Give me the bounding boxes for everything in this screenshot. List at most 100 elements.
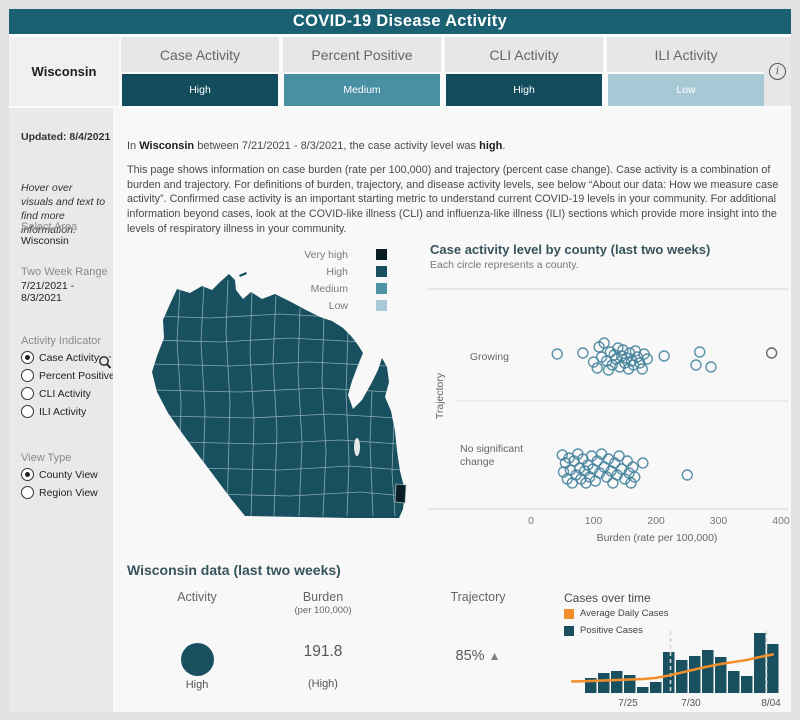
svg-text:0: 0 — [528, 515, 534, 527]
activity-value: High — [185, 679, 209, 691]
county-point[interactable] — [629, 471, 641, 483]
county-point[interactable] — [641, 353, 653, 365]
county-point[interactable] — [705, 361, 717, 373]
wisconsin-county-map[interactable] — [150, 272, 408, 520]
activity-indicator-option[interactable]: ILI Activity — [21, 405, 115, 418]
county-point[interactable] — [602, 453, 615, 465]
scatter-subtitle: Each circle represents a county. — [430, 259, 579, 271]
svg-text:7/30: 7/30 — [681, 698, 701, 709]
daily-cases-bar[interactable] — [676, 660, 688, 693]
county-point[interactable] — [591, 362, 603, 374]
status-badge: High — [446, 74, 602, 106]
county-point[interactable] — [577, 347, 589, 359]
county-point[interactable] — [587, 356, 600, 368]
tab-ili-activity[interactable]: ILI Activity Low — [607, 37, 765, 106]
burden-column: Burden (per 100,000) 191.8 (High) — [263, 590, 383, 690]
teal-swatch — [564, 625, 574, 636]
view-type-option[interactable]: County View — [21, 468, 98, 481]
county-point[interactable] — [658, 350, 670, 362]
county-point[interactable] — [636, 363, 648, 375]
radio-selected-icon[interactable] — [21, 468, 34, 481]
daily-cases-bar[interactable] — [585, 678, 597, 693]
activity-indicator-option[interactable]: CLI Activity — [21, 387, 115, 400]
daily-cases-bar[interactable] — [624, 675, 636, 693]
status-badge: Medium — [284, 74, 440, 106]
activity-indicator-option[interactable]: Percent Positive — [21, 369, 115, 382]
county-point[interactable] — [637, 457, 649, 469]
state-shape — [152, 274, 405, 518]
tab-label: Case Activity — [121, 37, 279, 72]
info-button[interactable]: i — [764, 37, 791, 106]
trajectory-value: 85% — [455, 648, 485, 664]
radio-selected-icon[interactable] — [21, 351, 34, 364]
cases-over-time-chart[interactable]: 7/25 7/30 8/04 — [565, 626, 787, 712]
select-area-value[interactable]: Wisconsin — [21, 235, 69, 247]
magnifier-icon[interactable] — [96, 354, 113, 376]
legend-avg-daily-cases: Average Daily Cases — [564, 608, 669, 619]
info-icon: i — [769, 63, 786, 80]
daily-cases-bar[interactable] — [715, 657, 727, 693]
county-point[interactable] — [694, 346, 706, 358]
activity-indicator-option[interactable]: Case Activity — [21, 351, 115, 364]
radio-icon[interactable] — [21, 387, 34, 400]
svg-text:Trajectory: Trajectory — [434, 372, 446, 419]
county-point[interactable] — [568, 455, 580, 467]
county-point[interactable] — [681, 469, 693, 481]
legend-row: Very high — [278, 246, 387, 263]
county-point[interactable] — [619, 357, 631, 369]
legend-positive-cases: Positive Cases — [564, 625, 643, 636]
svg-text:No significant: No significant — [460, 443, 523, 455]
select-area-label: Select Area — [21, 221, 78, 233]
main-panel: In Wisconsin between 7/21/2021 - 8/3/202… — [113, 108, 791, 712]
daily-cases-bar[interactable] — [663, 652, 675, 693]
county-point[interactable] — [551, 348, 563, 360]
tab-label: Percent Positive — [283, 37, 441, 72]
county-point[interactable] — [621, 455, 633, 467]
daily-cases-bar[interactable] — [598, 673, 610, 693]
burden-value: 191.8 — [303, 643, 343, 660]
daily-cases-bar[interactable] — [741, 676, 753, 693]
tab-percent-positive[interactable]: Percent Positive Medium — [283, 37, 441, 106]
tab-label: CLI Activity — [445, 37, 603, 72]
up-arrow-icon: ▲ — [488, 649, 501, 663]
daily-cases-bar[interactable] — [650, 682, 662, 693]
daily-cases-bar[interactable] — [728, 671, 740, 693]
burden-note: (High) — [308, 678, 338, 690]
tab-cli-activity[interactable]: CLI Activity High — [445, 37, 603, 106]
county-point-outlier[interactable] — [765, 347, 778, 359]
tab-label: ILI Activity — [607, 37, 765, 72]
county-point[interactable] — [598, 337, 610, 349]
county-point[interactable] — [625, 477, 637, 489]
legend-swatch — [376, 300, 387, 311]
radio-icon[interactable] — [21, 405, 34, 418]
two-week-range-label: Two Week Range — [21, 266, 108, 278]
activity-column: Activity High — [147, 590, 247, 691]
county-point[interactable] — [613, 450, 625, 462]
activity-indicator-group: Case Activity Percent Positive CLI Activit… — [21, 351, 115, 423]
activity-level-circle[interactable] — [180, 643, 214, 676]
radio-icon[interactable] — [21, 369, 34, 382]
scatter-title: Case activity level by county (last two … — [430, 242, 711, 257]
county-point[interactable] — [690, 359, 702, 371]
svg-text:change: change — [460, 456, 495, 468]
daily-cases-bar[interactable] — [767, 644, 779, 693]
radio-icon[interactable] — [21, 486, 34, 499]
status-badge: Low — [608, 74, 764, 106]
tab-case-activity[interactable]: Case Activity High — [121, 37, 279, 106]
milwaukee-county — [394, 483, 407, 504]
daily-cases-bar[interactable] — [611, 671, 623, 693]
svg-text:Growing: Growing — [470, 351, 509, 363]
svg-text:400: 400 — [772, 515, 790, 527]
svg-text:200: 200 — [647, 515, 665, 527]
sidebar: Updated: 8/4/2021 Hover over visuals and… — [9, 108, 115, 712]
region-label: Wisconsin — [9, 37, 119, 106]
daily-cases-bar[interactable] — [754, 633, 766, 693]
daily-cases-bar[interactable] — [637, 687, 649, 693]
daily-cases-bar[interactable] — [702, 650, 714, 693]
updated-date: Updated: 8/4/2021 — [21, 131, 111, 143]
view-type-option[interactable]: Region View — [21, 486, 98, 499]
daily-cases-bar[interactable] — [689, 656, 701, 693]
intro-body: This page shows information on case burd… — [127, 164, 779, 235]
status-badge: High — [122, 74, 278, 106]
